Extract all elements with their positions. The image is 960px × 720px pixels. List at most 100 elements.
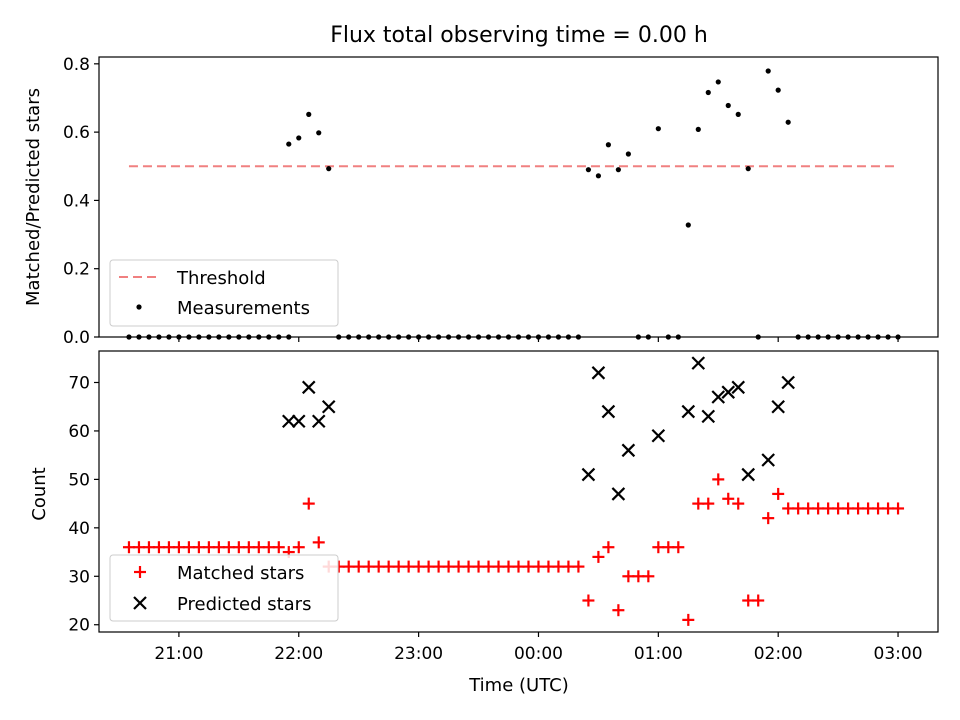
matched-star-point [642, 570, 655, 583]
bottom-plot-area [122, 356, 905, 626]
top-axes-frame [98, 56, 939, 338]
predicted-star-point [781, 375, 795, 390]
measurement-point [695, 126, 701, 132]
predicted-star-point [771, 399, 785, 414]
top-legend: Threshold Measurements [109, 259, 339, 327]
bottom-y-tick-label: 70 [68, 373, 90, 393]
bottom-panel: 20 30 40 50 60 70 21:00 22:00 23:00 00:00 01:00 02… [29, 350, 939, 696]
matched-star-point [312, 536, 325, 549]
bottom-x-tick-label: 02:00 [754, 644, 803, 664]
predicted-star-point [311, 414, 326, 429]
predicted-star-point [711, 390, 726, 404]
matched-star-point [572, 560, 585, 573]
top-y-tick-label: 0.4 [63, 191, 90, 211]
bottom-axes-frame [98, 350, 939, 633]
predicted-star-point [741, 467, 756, 482]
matched-star-point [762, 512, 775, 525]
measurement-point [585, 167, 592, 173]
bottom-x-tick-label: 21:00 [154, 644, 203, 664]
measurement-point [326, 166, 332, 172]
top-y-tick-label: 0.8 [63, 55, 90, 75]
bottom-legend: Matched stars Predicted stars [109, 554, 339, 622]
legend-matched-swatch [134, 566, 146, 578]
bottom-x-tick-label: 23:00 [394, 644, 443, 664]
bottom-x-tick-label: 03:00 [874, 644, 923, 664]
bottom-y-tick-label: 40 [68, 519, 90, 539]
matched-star-point [702, 497, 715, 510]
measurement-point [605, 142, 611, 148]
legend-predicted-swatch [133, 596, 147, 610]
matched-star-point [612, 604, 625, 617]
top-y-tick-label: 0.2 [63, 260, 90, 280]
measurement-point [595, 173, 602, 179]
bottom-x-ticks: 21:00 22:00 23:00 00:00 01:00 02:00 03:00 [154, 632, 923, 664]
measurement-point [785, 119, 791, 125]
measurement-point [705, 89, 711, 96]
bottom-x-axis-label: Time (UTC) [468, 675, 569, 696]
matched-star-point [582, 594, 595, 607]
top-y-tick-label: 0.0 [63, 328, 90, 348]
measurement-point [655, 126, 661, 132]
measurement-point [286, 141, 292, 147]
predicted-star-point [761, 453, 775, 467]
bottom-y-tick-label: 50 [68, 470, 90, 490]
matched-star-point [672, 541, 685, 554]
measurement-point [306, 111, 312, 117]
bottom-y-tick-label: 30 [68, 567, 90, 587]
top-y-ticks: 0.0 0.2 0.4 0.6 0.8 [63, 55, 99, 348]
predicted-star-point [291, 414, 306, 429]
legend-measurements-swatch [136, 304, 142, 310]
matched-star-point [272, 541, 285, 554]
measurement-point [685, 222, 691, 228]
measurement-point [715, 79, 721, 85]
predicted-star-point [581, 467, 596, 482]
predicted-star-point [611, 487, 626, 501]
bottom-y-tick-label: 60 [68, 422, 90, 442]
matched-star-point [682, 613, 695, 626]
bottom-legend-box [109, 554, 339, 622]
legend-measurements-label: Measurements [177, 298, 310, 319]
measurement-point [765, 68, 771, 74]
bottom-x-tick-label: 22:00 [274, 644, 323, 664]
measurement-point [745, 166, 751, 172]
predicted-star-point [281, 414, 296, 429]
predicted-star-point [681, 404, 696, 419]
matched-star-point [592, 550, 605, 563]
bottom-y-axis-label: Count [29, 467, 50, 520]
top-plot-area [126, 68, 901, 340]
predicted-star-point [301, 380, 316, 395]
bottom-y-tick-label: 20 [68, 616, 90, 636]
top-x-ticks [178, 337, 899, 342]
legend-predicted-label: Predicted stars [177, 594, 311, 615]
matched-star-point [892, 502, 905, 515]
matched-star-point [292, 541, 305, 554]
bottom-y-ticks: 20 30 40 50 60 70 [68, 373, 99, 636]
matched-star-point [302, 497, 315, 510]
top-legend-box [109, 259, 339, 327]
matched-star-point [712, 473, 725, 486]
predicted-star-point [701, 409, 716, 424]
matched-star-point [722, 492, 735, 505]
predicted-star-point [651, 429, 666, 443]
legend-threshold-label: Threshold [176, 268, 266, 289]
measurement-point [625, 151, 631, 157]
measurement-point [316, 130, 322, 136]
predicted-star-point [621, 443, 636, 458]
top-y-tick-label: 0.6 [63, 123, 90, 143]
bottom-x-tick-label: 00:00 [514, 644, 563, 664]
predicted-star-point [721, 385, 736, 399]
top-y-axis-label: Matched/Predicted stars [23, 88, 44, 306]
measurement-point [775, 87, 781, 93]
matched-star-point [772, 487, 785, 500]
measurement-point [615, 167, 621, 173]
chart-title: Flux total observing time = 0.00 h [330, 23, 708, 48]
measurement-point [296, 135, 302, 141]
matched-star-point [602, 541, 615, 554]
predicted-star-point [591, 366, 606, 380]
predicted-star-point [691, 356, 706, 370]
top-panel: 0.00.20.40.60.8 Matched/Predicted stars … [23, 55, 939, 348]
matched-star-point [752, 594, 765, 607]
measurement-point [725, 102, 731, 109]
predicted-star-point [601, 404, 616, 419]
